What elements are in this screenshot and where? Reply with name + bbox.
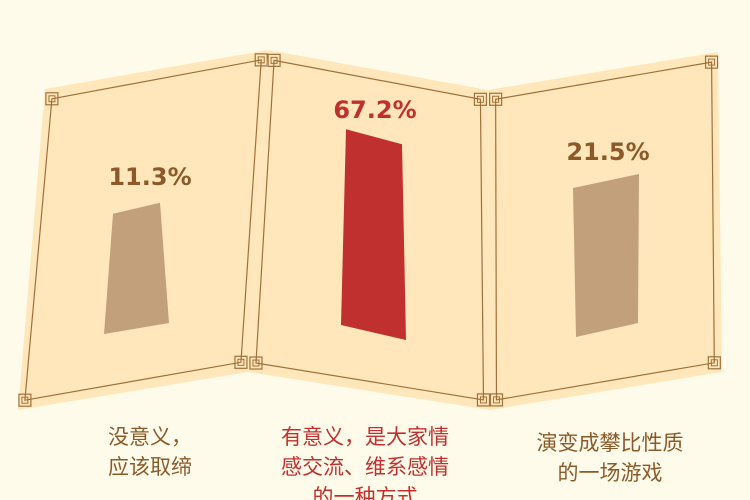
corner-ornament-icon	[492, 396, 500, 404]
corner-ornament-icon	[704, 55, 719, 69]
corner-ornament-icon	[710, 359, 718, 367]
caption-line: 演变成攀比性质	[536, 431, 684, 455]
corner-ornament-icon	[476, 393, 491, 407]
corner-ornament-icon	[707, 356, 721, 370]
corner-ornament-icon	[18, 393, 32, 407]
caption-line: 的一场游戏	[557, 461, 663, 485]
corner-ornament-icon	[21, 396, 29, 404]
corner-ornament-icon	[252, 359, 260, 367]
caption-0: 没意义， 应该取缔	[40, 422, 260, 482]
caption-line: 的一种方式	[312, 485, 418, 500]
panel-border	[495, 61, 715, 401]
bar-0	[104, 202, 169, 334]
panel-border	[24, 59, 262, 401]
value-label-1: 67.2%	[333, 96, 416, 124]
corner-ornament-icon	[234, 355, 248, 369]
corner-ornament-icon	[270, 56, 278, 64]
value-label-0: 11.3%	[108, 163, 191, 191]
bar-1	[341, 129, 406, 340]
corner-ornament-icon	[473, 92, 488, 106]
corner-ornament-icon	[708, 58, 716, 66]
caption-1: 有意义，是大家情 感交流、维系感情 的一种方式	[250, 422, 480, 500]
corner-ornament-icon	[489, 92, 503, 106]
corner-ornament-icon	[45, 92, 59, 106]
panel-border	[255, 59, 485, 401]
corner-ornament-icon	[254, 53, 268, 67]
caption-2: 演变成攀比性质 的一场游戏	[495, 428, 725, 488]
corner-ornament-icon	[48, 95, 56, 103]
bar-2	[573, 173, 639, 337]
caption-line: 感交流、维系感情	[281, 455, 449, 479]
caption-line: 应该取缔	[108, 455, 192, 479]
corner-ornament-icon	[476, 95, 484, 103]
corner-ornament-icon	[257, 56, 265, 64]
corner-ornament-icon	[492, 95, 500, 103]
caption-line: 有意义，是大家情	[281, 425, 449, 449]
caption-line: 没意义，	[108, 425, 192, 449]
value-label-2: 21.5%	[566, 138, 649, 166]
corner-ornament-icon	[479, 396, 487, 404]
corner-ornament-icon	[237, 358, 245, 366]
corner-ornament-icon	[267, 53, 281, 67]
corner-ornament-icon	[249, 356, 263, 370]
corner-ornament-icon	[489, 393, 504, 407]
